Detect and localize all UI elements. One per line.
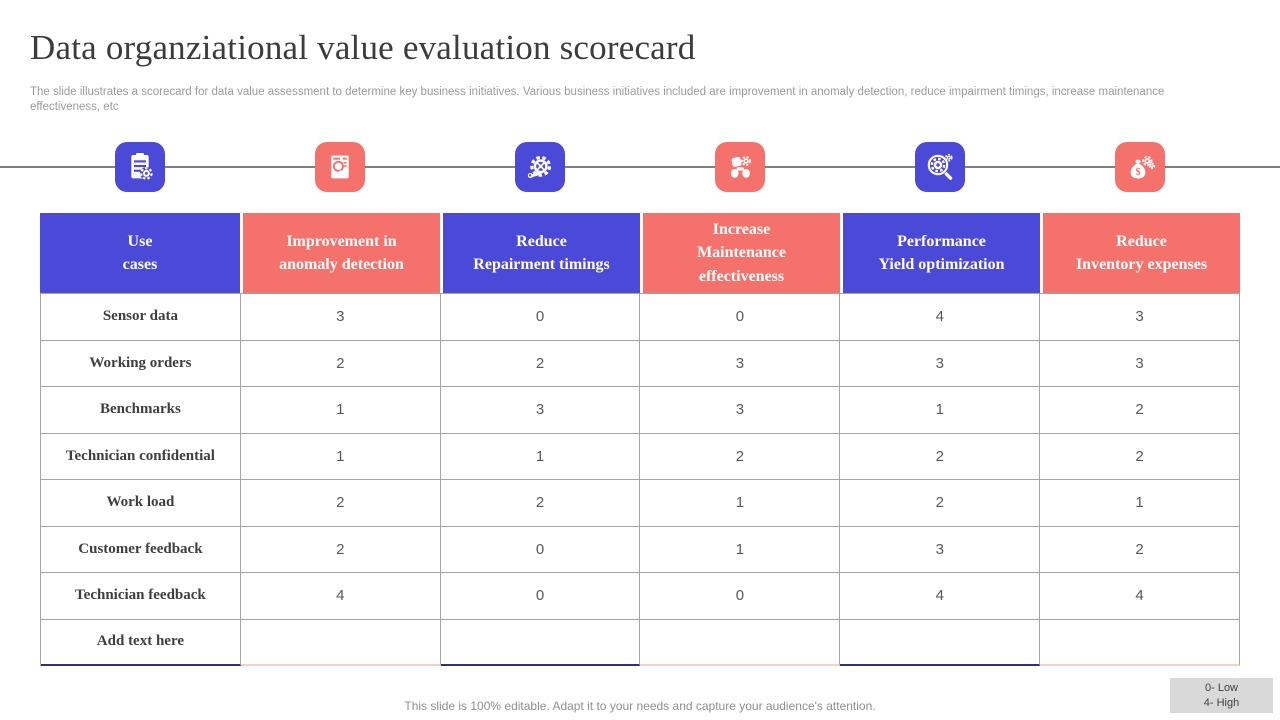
column-header: Increase Maintenance effectiveness	[640, 213, 840, 293]
score-cell: 1	[640, 480, 841, 527]
machine-gears-glyph	[730, 156, 751, 178]
score-cell: 3	[840, 526, 1041, 573]
score-cell	[840, 619, 1041, 666]
score-cell: 4	[240, 573, 441, 620]
score-cell: 2	[240, 340, 441, 387]
score-cell	[1040, 619, 1240, 666]
score-cell: 0	[440, 294, 641, 341]
row-label: Technician confidential	[41, 433, 241, 480]
score-cell: 2	[440, 340, 641, 387]
score-cell: 1	[1040, 480, 1240, 527]
money-gear-icon: $	[1115, 142, 1165, 192]
score-cell: 2	[840, 480, 1041, 527]
score-cell: 1	[840, 387, 1041, 434]
row-label: Add text here	[41, 619, 241, 666]
legend-box: 0- Low 4- High	[1170, 678, 1273, 713]
column-header: Reduce Inventory expenses	[1040, 213, 1240, 293]
table-body: Sensor data 3 0 0 4 3 Working orders 2 2 3 3 3 Bench…	[40, 293, 1240, 666]
score-cell: 4	[840, 573, 1041, 620]
search-gear-glyph	[927, 153, 953, 180]
score-cell: 3	[640, 387, 841, 434]
column-header: Use cases	[40, 213, 240, 293]
score-cell: 1	[440, 433, 641, 480]
row-label: Sensor data	[41, 294, 241, 341]
clipboard-gear-icon	[115, 142, 165, 192]
score-cell	[440, 619, 641, 666]
slide-description: The slide illustrates a scorecard for da…	[30, 86, 1165, 113]
gear-wrench-glyph	[527, 155, 552, 179]
score-cell: 2	[640, 433, 841, 480]
document-search-glyph	[331, 155, 349, 179]
score-cell: 0	[440, 573, 641, 620]
scorecard-table: Use cases Improvement in anomaly detectio…	[40, 213, 1240, 666]
score-cell: 2	[1040, 433, 1240, 480]
score-cell: 4	[840, 294, 1041, 341]
score-cell: 2	[240, 526, 441, 573]
score-cell: 1	[240, 387, 441, 434]
score-cell: 1	[640, 526, 841, 573]
row-label: Work load	[41, 480, 241, 527]
score-cell: 3	[640, 340, 841, 387]
table-header-row: Use cases Improvement in anomaly detectio…	[40, 213, 1240, 293]
score-cell	[640, 619, 841, 666]
row-label: Benchmarks	[41, 387, 241, 434]
score-cell: 2	[440, 480, 641, 527]
page-title: Data organziational value evaluation sco…	[30, 28, 696, 67]
score-cell: 0	[440, 526, 641, 573]
score-cell: 3	[1040, 294, 1240, 341]
column-header: Reduce Repairment timings	[440, 213, 640, 293]
score-cell: 3	[240, 294, 441, 341]
footer-note: This slide is 100% editable. Adapt it to…	[404, 699, 876, 713]
score-cell: 2	[840, 433, 1041, 480]
document-search-icon	[315, 142, 365, 192]
score-cell: 2	[240, 480, 441, 527]
column-header: Performance Yield optimization	[840, 213, 1040, 293]
column-header: Improvement in anomaly detection	[240, 213, 440, 293]
svg-text:$: $	[1136, 167, 1141, 178]
legend-low: 0- Low	[1204, 681, 1239, 694]
search-gear-icon	[915, 142, 965, 192]
legend-high: 4- High	[1203, 696, 1240, 709]
score-cell: 4	[1040, 573, 1240, 620]
score-cell: 1	[240, 433, 441, 480]
money-gear-glyph: $	[1130, 155, 1156, 179]
score-cell: 3	[840, 340, 1041, 387]
gear-wrench-icon	[515, 142, 565, 192]
score-cell: 0	[640, 573, 841, 620]
score-cell: 3	[1040, 340, 1240, 387]
clipboard-gear-glyph	[131, 153, 153, 180]
score-cell: 2	[1040, 387, 1240, 434]
row-label: Customer feedback	[41, 526, 241, 573]
score-cell: 2	[1040, 526, 1240, 573]
row-label: Working orders	[41, 340, 241, 387]
score-cell: 0	[640, 294, 841, 341]
score-cell	[240, 619, 441, 666]
divider-line	[0, 166, 1280, 168]
machine-gears-icon	[715, 142, 765, 192]
score-cell: 3	[440, 387, 641, 434]
row-label: Technician feedback	[41, 573, 241, 620]
